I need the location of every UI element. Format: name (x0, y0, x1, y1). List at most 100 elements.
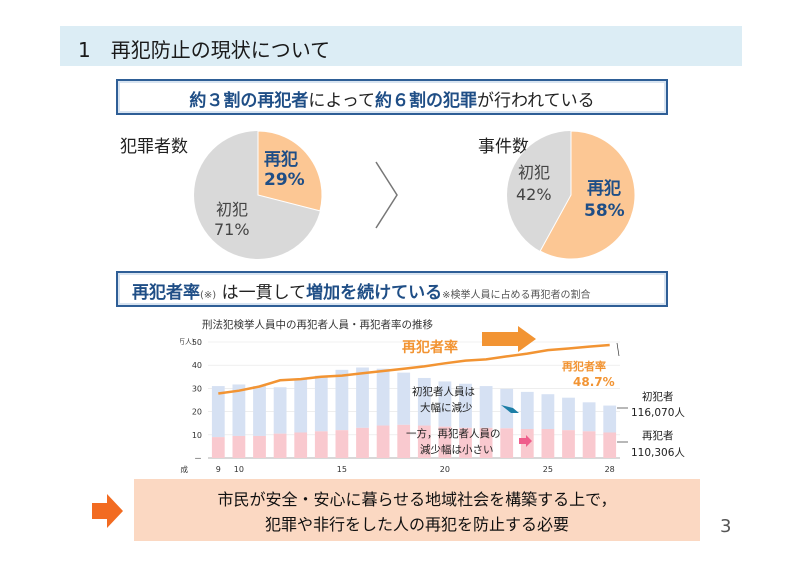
arrow-chevron-icon (375, 161, 398, 229)
repeat-offender-bar (417, 425, 431, 458)
x-tick-label: 20 (440, 465, 450, 474)
headline-1-part-2: によって (308, 91, 375, 111)
repeat-offender-bar (603, 432, 617, 458)
rate-end-pointer (616, 342, 620, 357)
chart-bars (211, 367, 617, 458)
pie-right-repeat-slice (539, 130, 636, 260)
y-tick-label: 10 (192, 431, 202, 440)
headline-2-text: 再犯者率(※) は一貫して増加を続けている※検挙人員に占める再犯者の割合 (132, 278, 590, 303)
first-offender-bar (356, 367, 369, 428)
recidivism-chart: 刑法犯検挙人員中の再犯者人員・再犯者率の推移 （万人） 5040302010－ … (180, 318, 685, 474)
rate-end-value: 48.7% (573, 375, 615, 389)
first-offender-bar (603, 405, 617, 433)
repeat-offender-bar (438, 426, 452, 458)
pie-left-first-label: 初犯 71% (214, 200, 250, 240)
headline-box-2: 再犯者率(※) は一貫して増加を続けている※検挙人員に占める再犯者の割合 (116, 271, 668, 307)
headline-2-footnote: ※検挙人員に占める再犯者の割合 (442, 290, 591, 301)
bottom-line-2: 犯罪や非行をした人の再犯を防止する必要 (264, 515, 569, 534)
first-note-line-2: 大幅に減少 (420, 401, 473, 414)
trend-arrow-icon (482, 326, 536, 352)
first-offender-bar (294, 379, 308, 433)
rate-end-label: 再犯者率 (562, 359, 606, 373)
first-end-value: 116,070人 (631, 407, 685, 419)
first-decrease-arrow-icon (501, 405, 519, 413)
rate-line (218, 343, 610, 395)
pie-left-first-value: 71% (214, 220, 250, 239)
x-tick-label: 10 (234, 465, 244, 474)
first-offender-bar (417, 377, 431, 426)
x-axis-ticks: 9 10 15 20 25 28 (216, 465, 615, 474)
first-offender-bar (335, 369, 349, 431)
repeat-offender-bar (294, 432, 308, 458)
headline-2-part-1: 再犯者率 (132, 283, 200, 303)
pie-right-first-label: 初犯 42% (516, 162, 552, 206)
first-offender-bar (273, 387, 287, 434)
headline-2-note-mark: (※) (200, 290, 217, 301)
first-offender-bar (582, 402, 596, 432)
y-tick-label: 50 (192, 338, 202, 347)
repeat-offender-bar (562, 430, 575, 458)
bottom-line-1: 市民が安全・安心に暮らせる地域社会を構築する上で， (217, 490, 617, 509)
pie-left-repeat-name: 再犯 (264, 150, 298, 170)
repeat-offender-bar (314, 431, 328, 458)
title-bar: 1 再犯防止の現状について (60, 26, 742, 66)
first-offender-bar (253, 386, 266, 436)
chart-gridlines (208, 341, 620, 459)
headline-box-1: 約３割の再犯者によって約６割の犯罪が行われている (116, 79, 668, 115)
page-title: 1 再犯防止の現状について (78, 38, 331, 62)
first-offender-bar (562, 397, 575, 431)
pie-left-repeat-slice (257, 130, 323, 212)
x-axis-prefix: 平成 (180, 464, 188, 474)
headline-1-part-3: 約６割の犯罪 (375, 91, 477, 111)
repeat-offender-bar (335, 430, 349, 458)
y-tick-label: 40 (192, 361, 202, 370)
repeat-offender-bar (232, 435, 246, 458)
y-tick-label: 20 (192, 408, 202, 417)
first-offender-bar (459, 383, 472, 428)
pie-left-first-name: 初犯 (216, 200, 249, 219)
pie-left-repeat-value: 29% (264, 170, 305, 190)
rate-line-label: 再犯者率 (402, 339, 458, 356)
first-offender-bar (211, 386, 225, 438)
x-tick-label: 28 (605, 465, 615, 474)
first-offender-bar (438, 381, 452, 427)
first-offender-bar (479, 386, 493, 428)
repeat-offender-bar (253, 435, 266, 458)
headline-2-part-4: 増加を続けている (306, 283, 443, 303)
repeat-offender-bar (459, 427, 472, 458)
repeat-note-line-2: 減少幅は小さい (420, 443, 494, 456)
repeat-offender-bar (273, 433, 287, 458)
x-tick-label: 15 (337, 465, 347, 474)
pie-left-repeat-label: 再犯 29% (264, 150, 305, 190)
first-offender-bar (376, 368, 390, 426)
bottom-arrow-icon (92, 494, 123, 528)
repeat-offender-bar (582, 431, 596, 458)
pie-left-heading: 犯罪者数 (120, 137, 188, 157)
bottom-message-box: 市民が安全・安心に暮らせる地域社会を構築する上で， 犯罪や非行をした人の再犯を防… (134, 479, 700, 541)
repeat-offender-bar (479, 427, 493, 458)
repeat-offender-bar (397, 424, 411, 458)
pie-right-first-value: 42% (516, 185, 552, 204)
chart-title: 刑法犯検挙人員中の再犯者人員・再犯者率の推移 (202, 318, 433, 331)
pie-right-first-name: 初犯 (518, 163, 551, 182)
first-offender-bar (541, 394, 555, 429)
y-tick-label: － (194, 454, 202, 463)
pie-right-heading: 事件数 (478, 137, 529, 157)
x-tick-label: 25 (543, 465, 553, 474)
repeat-arrow-icon (519, 435, 532, 447)
headline-2-part-3: は一貫して (216, 283, 307, 303)
y-axis-unit: （万人） (180, 338, 199, 346)
repeat-offender-bar (500, 428, 514, 458)
headline-1-part-1: 約３割の再犯者 (189, 91, 309, 111)
first-offender-bar (520, 391, 534, 429)
repeat-offender-bar (211, 437, 225, 458)
repeat-note-line-1: 一方，再犯者人員の (406, 427, 501, 440)
pie-right-repeat-label: 再犯 58% (584, 178, 625, 222)
repeat-offender-bar (541, 429, 555, 458)
pies-svg (194, 130, 636, 260)
y-tick-label: 30 (192, 384, 202, 393)
first-offender-bar (397, 372, 411, 425)
headline-1-part-4: が行われている (477, 91, 595, 111)
first-offender-bar (314, 375, 328, 432)
y-axis-ticks: 50 40 30 20 10 － (192, 338, 202, 463)
